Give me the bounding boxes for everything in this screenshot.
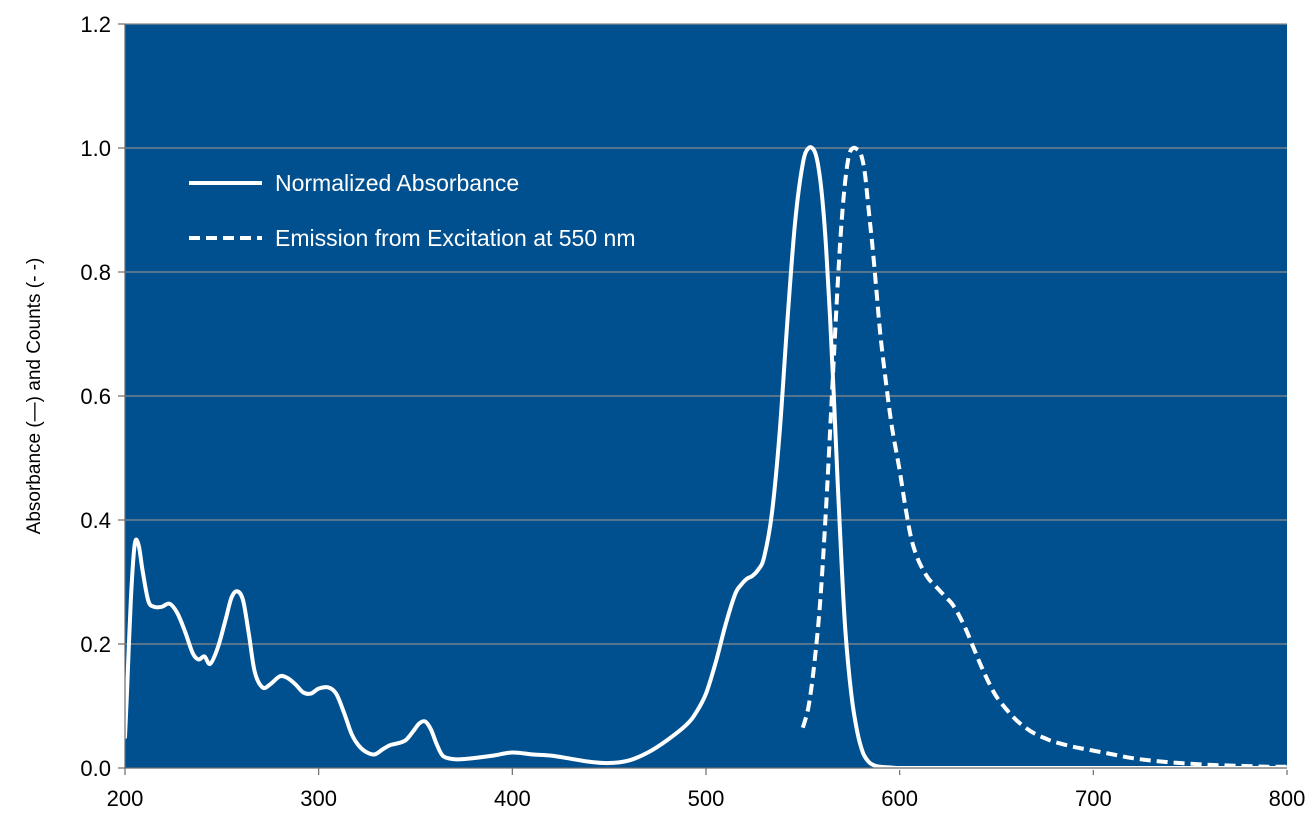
y-tick-label-4: 0.8	[80, 260, 111, 285]
legend-label-1: Emission from Excitation at 550 nm	[275, 225, 635, 251]
x-tick-label-5: 700	[1075, 786, 1112, 811]
legend: Normalized Absorbance Emission from Excit…	[189, 170, 635, 251]
y-tick-label-0: 0.0	[80, 756, 111, 781]
x-axis-tick-labels: 200 300 400 500 600 700 800	[107, 786, 1306, 811]
y-tick-label-3: 0.6	[80, 384, 111, 409]
axes	[124, 24, 1287, 769]
series-layer	[123, 145, 1289, 771]
series-line-emission	[800, 145, 1288, 769]
x-tick-label-2: 400	[494, 786, 531, 811]
x-tick-label-1: 300	[300, 786, 337, 811]
y-tick-label-1: 0.2	[80, 632, 111, 657]
x-tick-label-3: 500	[688, 786, 725, 811]
x-tick-label-0: 200	[107, 786, 144, 811]
y-axis-tick-labels: 0.0 0.2 0.4 0.6 0.8 1.0 1.2	[80, 12, 111, 781]
legend-label-0: Normalized Absorbance	[275, 170, 519, 196]
x-tick-label-4: 600	[881, 786, 918, 811]
series-line-absorbance	[123, 145, 1289, 771]
y-axis-title: Absorbance (—) and Counts (- -)	[24, 258, 45, 535]
y-tick-label-6: 1.2	[80, 12, 111, 37]
y-tick-label-5: 1.0	[80, 136, 111, 161]
grid-lines	[118, 23, 1288, 775]
x-tick-label-6: 800	[1269, 786, 1306, 811]
y-tick-label-2: 0.4	[80, 508, 111, 533]
